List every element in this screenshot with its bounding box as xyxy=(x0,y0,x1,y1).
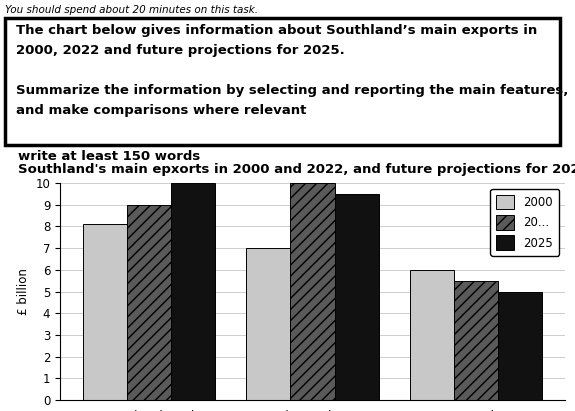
Bar xyxy=(498,291,542,400)
Text: The chart below gives information about Southland’s main exports in
2000, 2022 a: The chart below gives information about … xyxy=(16,24,569,118)
Bar xyxy=(290,183,335,400)
Bar xyxy=(83,224,127,400)
Bar xyxy=(335,194,379,400)
Bar xyxy=(454,281,498,400)
Text: You should spend about 20 minutes on this task.: You should spend about 20 minutes on thi… xyxy=(5,5,258,15)
Text: write at least 150 words: write at least 150 words xyxy=(18,150,200,163)
Y-axis label: £ billion: £ billion xyxy=(17,268,30,315)
Bar xyxy=(171,183,215,400)
Bar xyxy=(246,248,290,400)
Text: Southland's main epxorts in 2000 and 2022, and future projections for 2025: Southland's main epxorts in 2000 and 202… xyxy=(18,163,575,176)
Bar xyxy=(127,205,171,400)
Bar xyxy=(410,270,454,400)
Legend: 2000, 20..., 2025: 2000, 20..., 2025 xyxy=(490,189,559,256)
